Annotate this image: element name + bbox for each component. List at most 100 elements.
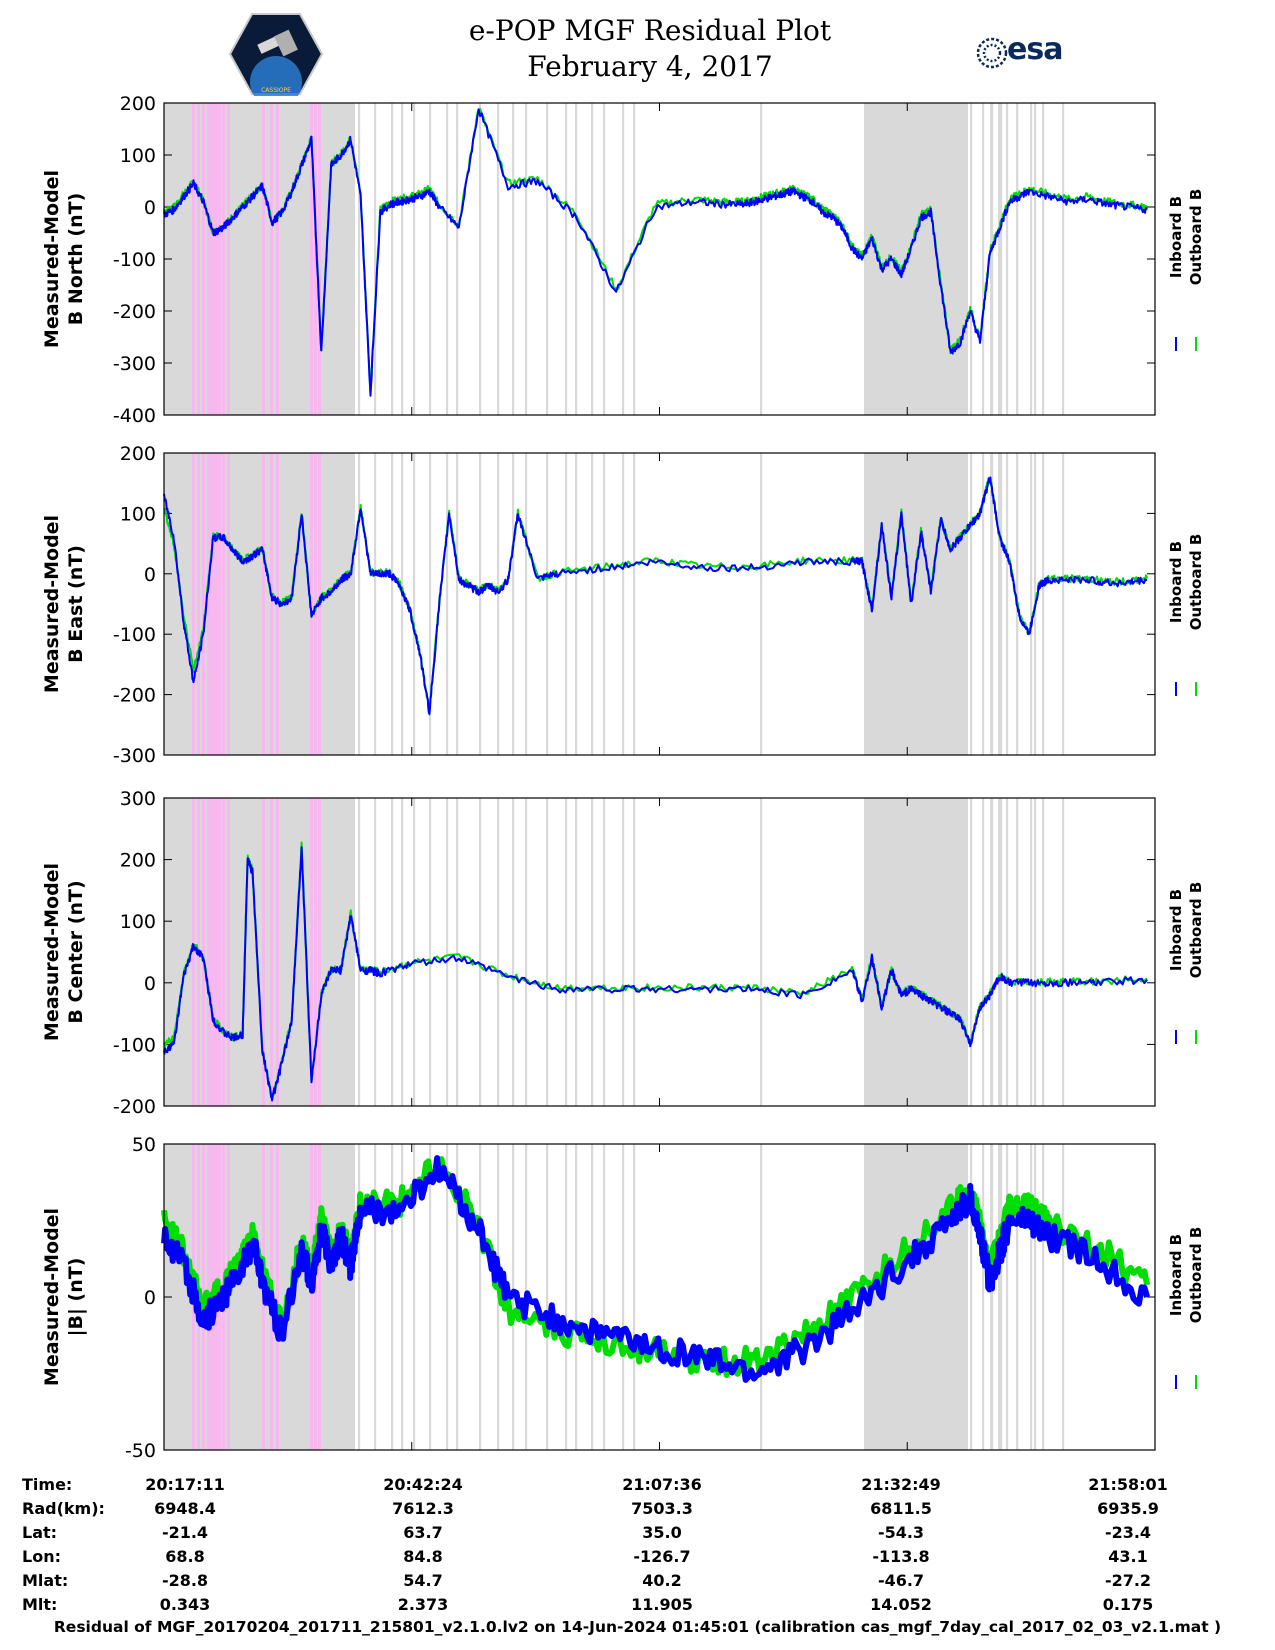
info-value: 21:32:49 <box>861 1475 941 1494</box>
ytick-label-2-5: -200 <box>113 1096 156 1118</box>
ytick-label-1-2: 0 <box>144 564 156 586</box>
ytick-label-0-2: 0 <box>144 197 156 219</box>
pink-line-1-2 <box>202 453 205 755</box>
shade-line-1-9 <box>497 453 500 755</box>
shade-line-2-20 <box>864 798 867 1106</box>
plot-frame-3 <box>163 1143 1156 1451</box>
pink-line-1-1 <box>197 453 200 755</box>
pink-line-2-9 <box>214 798 217 1106</box>
shade-line-2-10 <box>512 798 515 1106</box>
pink-line-0-3 <box>207 103 210 415</box>
shade-line-3-31 <box>1016 1144 1019 1450</box>
shade-line-0-4 <box>413 103 416 415</box>
shade-line-3-26 <box>1062 1144 1065 1450</box>
pink-line-0-10 <box>218 103 221 415</box>
pink-line-2-0 <box>192 798 195 1106</box>
shade-line-2-15 <box>591 798 594 1106</box>
info-value: 6811.5 <box>870 1499 932 1518</box>
shade-line-1-16 <box>603 453 606 755</box>
info-row-label: Mlt: <box>22 1595 58 1614</box>
shade-line-2-26 <box>1062 798 1065 1106</box>
chart-title-line-2: February 4, 2017 <box>527 50 773 83</box>
shade-line-2-6 <box>446 798 449 1106</box>
pink-line-0-2 <box>202 103 205 415</box>
info-value: 68.8 <box>165 1547 205 1566</box>
shade-line-0-32 <box>1034 103 1037 415</box>
shade-line-3-0 <box>358 1144 361 1450</box>
shade-line-3-22 <box>1000 1144 1003 1450</box>
info-value: 0.175 <box>1102 1595 1154 1614</box>
shade-line-1-26 <box>1062 453 1065 755</box>
info-row-label: Rad(km): <box>22 1499 105 1518</box>
info-value: -28.8 <box>161 1571 209 1590</box>
shade-line-1-4 <box>413 453 416 755</box>
shade-line-3-1 <box>374 1144 377 1450</box>
ytick-label-0-6: -400 <box>113 405 156 427</box>
shade-line-2-9 <box>497 798 500 1106</box>
shade-line-3-23 <box>1006 1144 1009 1450</box>
legend-outboard-label-3: Outboard B <box>1187 1227 1205 1324</box>
shade-line-3-27 <box>970 1144 973 1450</box>
pink-line-1-3 <box>207 453 210 755</box>
info-value: 2.373 <box>397 1595 449 1614</box>
info-row-label: Lon: <box>22 1547 61 1566</box>
shade-line-0-30 <box>998 103 1001 415</box>
ytick-label-1-5: -300 <box>113 745 156 767</box>
ylabel-line1-3: Measured-Model <box>41 1208 63 1386</box>
shade-line-1-25 <box>1030 453 1033 755</box>
shade-block-0-1 <box>866 103 968 415</box>
shade-line-0-3 <box>401 103 404 415</box>
legend-inboard-label-3: Inboard B <box>1167 1234 1185 1316</box>
shade-line-0-20 <box>864 103 867 415</box>
shade-line-2-11 <box>525 798 528 1106</box>
shade-line-0-15 <box>591 103 594 415</box>
shade-line-1-12 <box>546 453 549 755</box>
ytick-label-2-4: -100 <box>113 1034 156 1056</box>
shade-line-1-6 <box>446 453 449 755</box>
shade-line-0-31 <box>1016 103 1019 415</box>
info-value: 43.1 <box>1108 1547 1148 1566</box>
ylabel-line1-2: Measured-Model <box>41 863 63 1041</box>
pink-line-1-8 <box>210 453 213 755</box>
info-row-label: Lat: <box>22 1523 58 1542</box>
info-value: 21:07:36 <box>622 1475 702 1494</box>
pink-line-2-10 <box>218 798 221 1106</box>
shade-line-2-19 <box>760 798 763 1106</box>
shade-line-3-30 <box>998 1144 1001 1450</box>
shade-line-2-30 <box>998 798 1001 1106</box>
info-value: 54.7 <box>403 1571 443 1590</box>
shade-line-3-12 <box>546 1144 549 1450</box>
shade-line-3-5 <box>429 1144 432 1450</box>
ytick-label-2-0: 300 <box>120 788 156 810</box>
shade-line-3-15 <box>591 1144 594 1450</box>
ylabel-line2-0: B North (nT) <box>65 193 87 326</box>
shade-line-0-12 <box>546 103 549 415</box>
inboard-series-3 <box>161 1155 1150 1383</box>
info-value: 7503.3 <box>631 1499 693 1518</box>
shade-line-2-1 <box>374 798 377 1106</box>
pink-line-2-3 <box>207 798 210 1106</box>
info-value: -54.3 <box>877 1523 925 1542</box>
info-value: 0.343 <box>159 1595 211 1614</box>
shade-line-2-0 <box>358 798 361 1106</box>
pink-line-1-15 <box>314 453 317 755</box>
shade-line-3-13 <box>565 1144 568 1450</box>
pink-line-2-6 <box>222 798 225 1106</box>
pink-line-0-0 <box>192 103 195 415</box>
pink-line-0-7 <box>227 103 230 415</box>
shade-line-2-25 <box>1030 798 1033 1106</box>
shade-line-1-7 <box>456 453 459 755</box>
info-value: 20:17:11 <box>145 1475 225 1494</box>
info-value: -23.4 <box>1104 1523 1152 1542</box>
shade-line-1-15 <box>591 453 594 755</box>
shade-line-3-3 <box>401 1144 404 1450</box>
info-value: 11.905 <box>631 1595 693 1614</box>
ylabel-line2-2: B Center (nT) <box>65 880 87 1023</box>
shade-line-3-28 <box>982 1144 985 1450</box>
esa-logo: esa <box>975 32 1095 70</box>
ytick-label-3-1: 0 <box>144 1287 156 1309</box>
ylabel-line1-1: Measured-Model <box>41 515 63 693</box>
shade-line-2-2 <box>391 798 394 1106</box>
ytick-label-0-3: -100 <box>113 249 156 271</box>
